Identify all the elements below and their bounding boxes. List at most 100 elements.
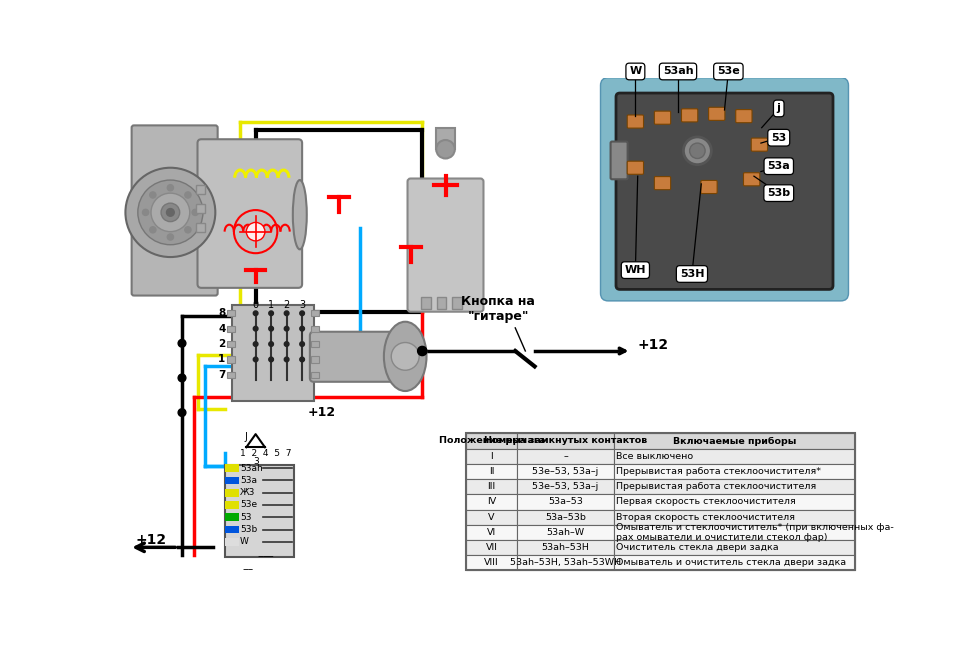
Circle shape: [284, 311, 289, 316]
Circle shape: [192, 210, 199, 215]
Bar: [227, 310, 234, 316]
Circle shape: [284, 342, 289, 346]
Text: 3: 3: [300, 300, 305, 310]
Text: 53аh–53H, 53аh–53WH: 53аh–53H, 53аh–53WH: [510, 558, 621, 567]
Bar: [614, 464, 854, 479]
FancyBboxPatch shape: [708, 107, 725, 120]
Bar: [516, 510, 614, 525]
Bar: [467, 448, 516, 464]
Text: 1: 1: [218, 355, 226, 364]
Bar: [196, 204, 205, 213]
Circle shape: [689, 143, 706, 159]
Bar: [225, 514, 239, 521]
Bar: [516, 433, 614, 448]
Bar: [225, 476, 239, 484]
Text: Вторая скорость стеклоочистителя: Вторая скорость стеклоочистителя: [616, 512, 795, 521]
Text: J: J: [244, 432, 247, 443]
FancyBboxPatch shape: [601, 78, 849, 301]
Circle shape: [269, 342, 274, 346]
Text: 53e: 53e: [717, 67, 740, 76]
Circle shape: [179, 374, 186, 382]
Circle shape: [392, 342, 420, 370]
Bar: [436, 127, 455, 149]
Circle shape: [185, 192, 191, 198]
Text: +12: +12: [135, 532, 167, 547]
Text: j: j: [777, 104, 780, 113]
Circle shape: [436, 140, 455, 159]
Circle shape: [269, 326, 274, 331]
Circle shape: [284, 357, 289, 362]
Bar: [614, 448, 854, 464]
Text: 53a: 53a: [767, 161, 790, 171]
Text: Ж̔3: Ж̔3: [240, 488, 255, 497]
Bar: [311, 325, 319, 332]
Bar: [225, 465, 295, 557]
Bar: [225, 489, 239, 496]
Text: 2: 2: [283, 300, 290, 310]
Bar: [516, 525, 614, 540]
Text: Все выключено: Все выключено: [616, 452, 693, 461]
Text: Кнопка на
"гитаре": Кнопка на "гитаре": [461, 294, 535, 323]
Bar: [196, 184, 205, 194]
FancyBboxPatch shape: [627, 115, 643, 128]
Bar: [196, 223, 205, 232]
Circle shape: [300, 342, 304, 346]
Circle shape: [167, 184, 174, 191]
Circle shape: [151, 193, 190, 232]
Circle shape: [253, 357, 258, 362]
Text: 3: 3: [253, 457, 259, 466]
Circle shape: [185, 226, 191, 233]
Bar: [311, 341, 319, 347]
Bar: [614, 510, 854, 525]
Circle shape: [150, 192, 156, 198]
Bar: [614, 525, 854, 540]
Text: 53H: 53H: [680, 269, 705, 279]
Text: W: W: [629, 67, 641, 76]
Circle shape: [247, 223, 265, 241]
Bar: [311, 356, 319, 362]
FancyBboxPatch shape: [682, 109, 698, 122]
Text: 53а–53: 53а–53: [548, 498, 583, 507]
Bar: [225, 526, 239, 534]
Bar: [467, 555, 516, 571]
Bar: [467, 494, 516, 510]
Text: 53b: 53b: [767, 188, 790, 198]
Text: 1: 1: [268, 300, 275, 310]
Bar: [227, 325, 234, 332]
FancyBboxPatch shape: [616, 93, 833, 289]
Text: –: –: [564, 452, 567, 461]
Bar: [467, 464, 516, 479]
Bar: [516, 494, 614, 510]
Bar: [421, 297, 431, 309]
Circle shape: [150, 226, 156, 233]
Text: WH: WH: [625, 265, 646, 275]
Bar: [467, 540, 516, 555]
FancyBboxPatch shape: [408, 179, 484, 312]
Bar: [516, 464, 614, 479]
Circle shape: [126, 168, 215, 257]
Bar: [614, 479, 854, 494]
Bar: [614, 555, 854, 571]
Circle shape: [166, 208, 175, 216]
Circle shape: [684, 137, 711, 164]
Bar: [467, 510, 516, 525]
Text: Прерывистая работа стеклоочистителя: Прерывистая работа стеклоочистителя: [616, 482, 817, 491]
Text: 53: 53: [771, 133, 786, 143]
Text: 1  2  4  5  7: 1 2 4 5 7: [240, 449, 292, 458]
Circle shape: [300, 311, 304, 316]
Text: Очиститель стекла двери задка: Очиститель стекла двери задка: [616, 543, 779, 552]
FancyBboxPatch shape: [310, 332, 396, 382]
Text: 4: 4: [218, 324, 226, 334]
FancyBboxPatch shape: [701, 181, 717, 193]
Bar: [467, 525, 516, 540]
Bar: [516, 479, 614, 494]
Circle shape: [300, 357, 304, 362]
Circle shape: [269, 311, 274, 316]
Circle shape: [138, 180, 203, 245]
Bar: [311, 372, 319, 378]
Circle shape: [300, 326, 304, 331]
Bar: [225, 501, 239, 509]
Bar: [225, 464, 239, 472]
Text: I: I: [491, 452, 493, 461]
Text: Первая скорость стеклоочистителя: Первая скорость стеклоочистителя: [616, 498, 796, 507]
